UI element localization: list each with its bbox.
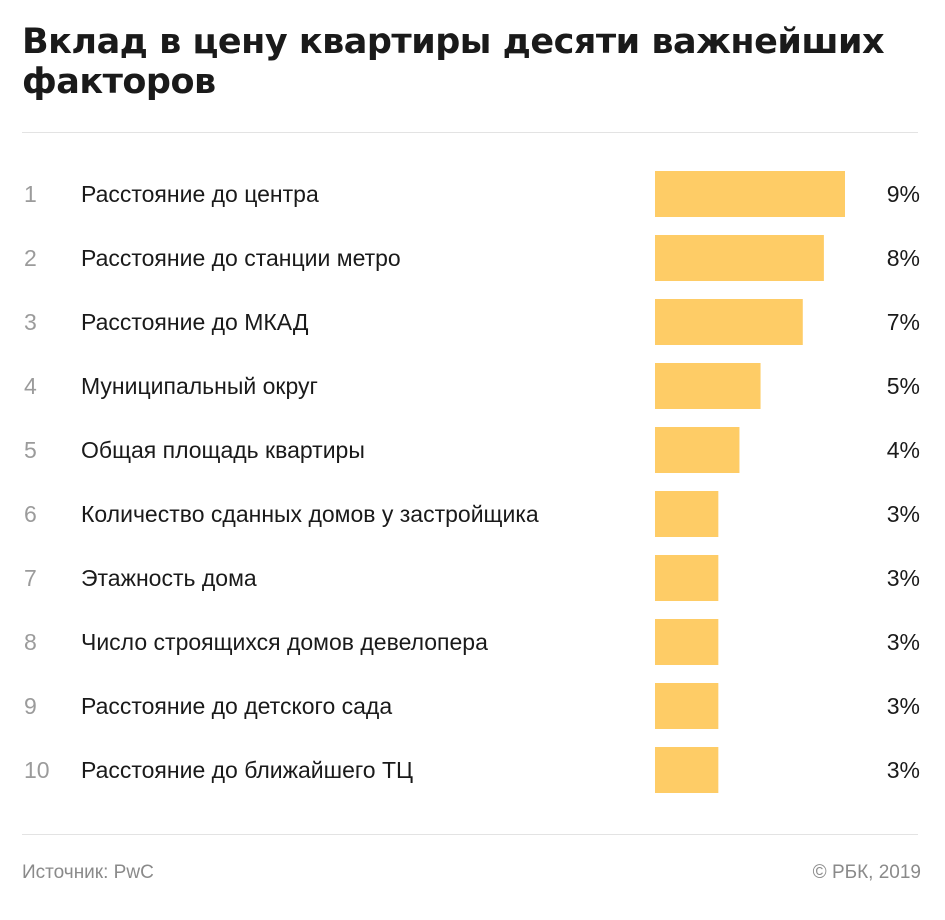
value-label: 3% bbox=[887, 501, 920, 527]
bar-row: 6 Количество сданных домов у застройщика 3… bbox=[24, 491, 920, 537]
bar bbox=[655, 299, 803, 345]
rank-label: 1 bbox=[24, 181, 37, 207]
source-note: Источник: PwC bbox=[22, 862, 154, 883]
rank-label: 6 bbox=[24, 501, 37, 527]
bottom-divider bbox=[22, 834, 918, 835]
value-label: 3% bbox=[887, 565, 920, 591]
rank-label: 8 bbox=[24, 629, 37, 655]
bar bbox=[655, 235, 824, 281]
value-label: 3% bbox=[887, 757, 920, 783]
category-label: Расстояние до центра bbox=[81, 181, 319, 207]
bar-row: 8 Число строящихся домов девелопера 3% bbox=[24, 619, 920, 665]
rank-label: 5 bbox=[24, 437, 37, 463]
bar-row: 2 Расстояние до станции метро 8% bbox=[24, 235, 920, 281]
copyright-note: © РБК, 2019 bbox=[812, 862, 921, 883]
category-label: Число строящихся домов девелопера bbox=[81, 629, 488, 655]
bar-row: 7 Этажность дома 3% bbox=[24, 555, 920, 601]
value-label: 3% bbox=[887, 693, 920, 719]
bar-row: 3 Расстояние до МКАД 7% bbox=[24, 299, 920, 345]
category-label: Этажность дома bbox=[81, 565, 257, 591]
category-label: Расстояние до МКАД bbox=[81, 309, 309, 335]
category-label: Общая площадь квартиры bbox=[81, 437, 365, 463]
bar-row: 4 Муниципальный округ 5% bbox=[24, 363, 920, 409]
bar-row: 9 Расстояние до детского сада 3% bbox=[24, 683, 920, 729]
bar bbox=[655, 427, 740, 473]
bar-row: 5 Общая площадь квартиры 4% bbox=[24, 427, 920, 473]
bar-chart: 1 Расстояние до центра 9% 2 Расстояние до ст… bbox=[24, 171, 920, 793]
bar bbox=[655, 491, 719, 537]
rank-label: 4 bbox=[24, 373, 37, 399]
value-label: 8% bbox=[887, 245, 920, 271]
value-label: 4% bbox=[887, 437, 920, 463]
bar bbox=[655, 619, 719, 665]
bar bbox=[655, 683, 719, 729]
bar bbox=[655, 555, 719, 601]
category-label: Муниципальный округ bbox=[81, 373, 318, 399]
rank-label: 9 bbox=[24, 693, 37, 719]
bar bbox=[655, 171, 845, 217]
value-label: 7% bbox=[887, 309, 920, 335]
bar-row: 10 Расстояние до ближайшего ТЦ 3% bbox=[24, 747, 920, 793]
category-label: Расстояние до станции метро bbox=[81, 245, 401, 271]
value-label: 3% bbox=[887, 629, 920, 655]
value-label: 5% bbox=[887, 373, 920, 399]
rank-label: 3 bbox=[24, 309, 37, 335]
rank-label: 10 bbox=[24, 757, 50, 783]
top-divider bbox=[22, 132, 918, 133]
category-label: Количество сданных домов у застройщика bbox=[81, 501, 539, 527]
chart-title: Вклад в цену квартиры десяти важнейших ф… bbox=[22, 22, 885, 102]
rank-label: 7 bbox=[24, 565, 37, 591]
category-label: Расстояние до детского сада bbox=[81, 693, 392, 719]
category-label: Расстояние до ближайшего ТЦ bbox=[81, 757, 413, 783]
bar bbox=[655, 747, 719, 793]
value-label: 9% bbox=[887, 181, 920, 207]
bar-row: 1 Расстояние до центра 9% bbox=[24, 171, 920, 217]
bar bbox=[655, 363, 761, 409]
rank-label: 2 bbox=[24, 245, 37, 271]
